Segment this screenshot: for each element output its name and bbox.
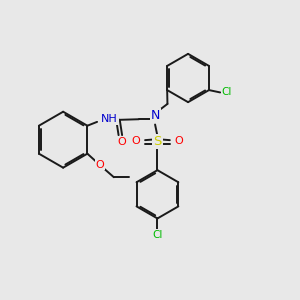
Text: O: O bbox=[132, 136, 141, 146]
Text: O: O bbox=[96, 160, 104, 170]
Text: N: N bbox=[151, 109, 160, 122]
Text: S: S bbox=[153, 135, 162, 148]
Text: NH: NH bbox=[101, 114, 118, 124]
Text: O: O bbox=[174, 136, 183, 146]
Text: Cl: Cl bbox=[221, 87, 232, 97]
Text: O: O bbox=[117, 136, 126, 147]
Text: Cl: Cl bbox=[152, 230, 163, 240]
